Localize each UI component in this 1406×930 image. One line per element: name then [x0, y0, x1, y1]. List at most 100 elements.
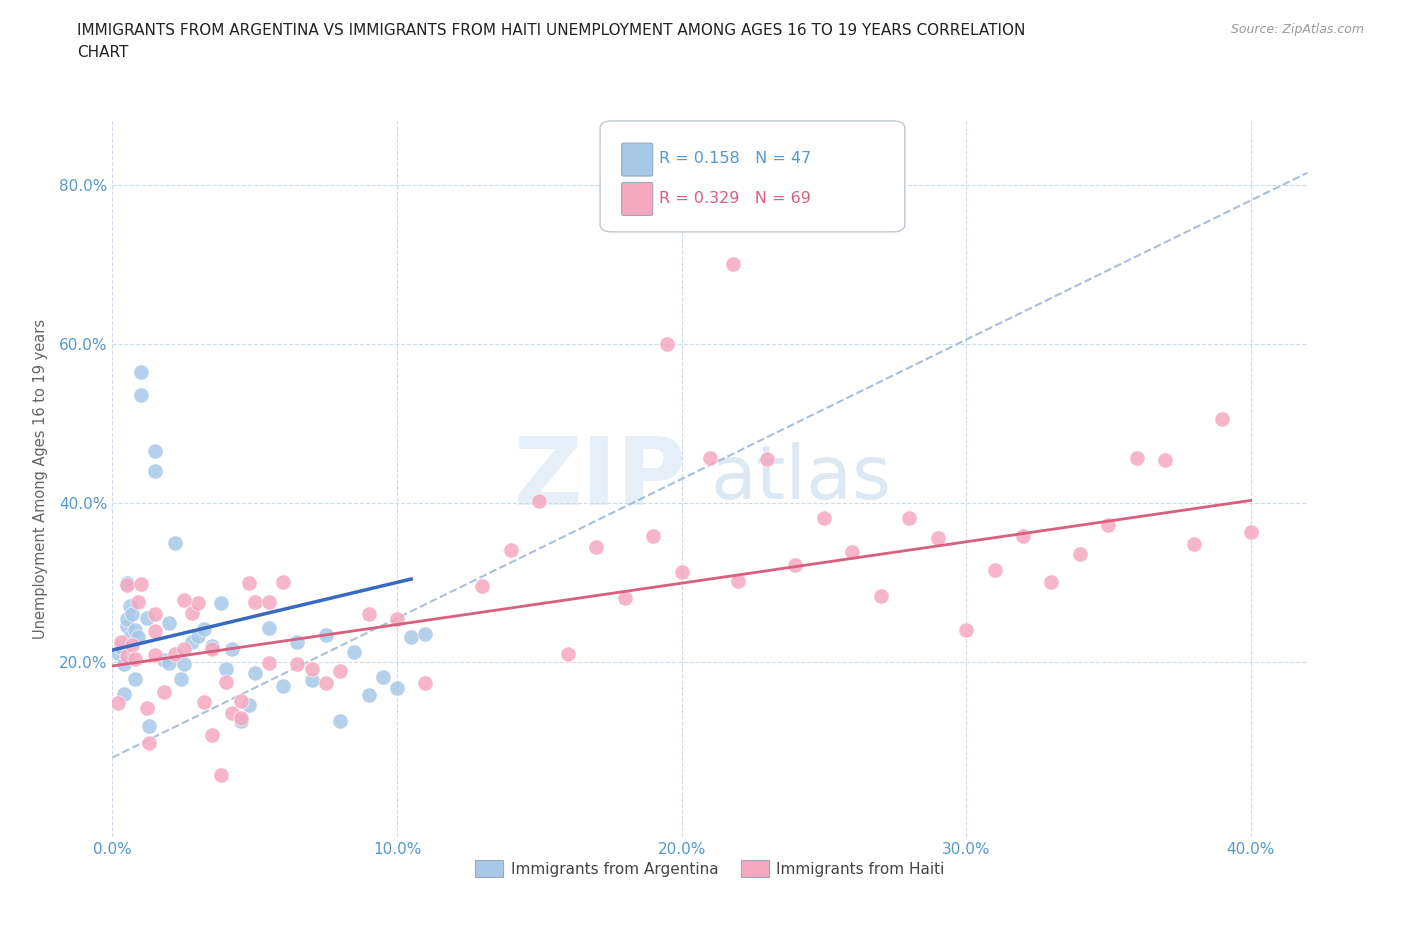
- Point: [181, 606, 204, 621]
- Point: [1211, 411, 1233, 426]
- Point: [124, 622, 146, 637]
- Point: [127, 630, 149, 644]
- Point: [229, 711, 252, 725]
- Point: [152, 653, 174, 668]
- Point: [657, 337, 679, 352]
- Point: [115, 648, 138, 663]
- Point: [118, 630, 141, 644]
- Point: [841, 544, 863, 559]
- Point: [357, 606, 380, 621]
- FancyBboxPatch shape: [621, 182, 652, 216]
- Point: [173, 642, 195, 657]
- Point: [157, 656, 180, 671]
- Text: Source: ZipAtlas.com: Source: ZipAtlas.com: [1230, 23, 1364, 36]
- Point: [898, 511, 921, 525]
- Point: [173, 592, 195, 607]
- Point: [124, 652, 146, 667]
- Point: [129, 388, 152, 403]
- FancyBboxPatch shape: [600, 121, 905, 232]
- Point: [135, 701, 157, 716]
- Text: R = 0.158   N = 47: R = 0.158 N = 47: [658, 152, 811, 166]
- Point: [112, 687, 135, 702]
- Point: [557, 646, 579, 661]
- Point: [813, 511, 835, 525]
- Point: [955, 622, 977, 637]
- Point: [415, 627, 437, 642]
- Point: [138, 718, 160, 733]
- Point: [157, 616, 180, 631]
- Point: [357, 687, 380, 702]
- Point: [209, 768, 232, 783]
- Point: [329, 663, 352, 678]
- Legend: Immigrants from Argentina, Immigrants from Haiti: Immigrants from Argentina, Immigrants fr…: [470, 854, 950, 883]
- Point: [143, 463, 166, 478]
- Point: [229, 694, 252, 709]
- Point: [257, 620, 280, 635]
- Point: [118, 598, 141, 613]
- Point: [165, 646, 187, 661]
- Point: [287, 635, 309, 650]
- Point: [329, 713, 352, 728]
- Point: [143, 444, 166, 458]
- Point: [1240, 525, 1263, 539]
- Point: [173, 657, 195, 671]
- Text: CHART: CHART: [77, 45, 129, 60]
- Point: [643, 528, 665, 543]
- Point: [287, 657, 309, 671]
- Point: [193, 695, 215, 710]
- Point: [671, 565, 693, 579]
- Point: [181, 634, 204, 649]
- Point: [152, 684, 174, 699]
- Point: [201, 639, 224, 654]
- Point: [1069, 546, 1091, 561]
- Point: [238, 576, 260, 591]
- Point: [165, 535, 187, 550]
- Point: [585, 539, 607, 554]
- Point: [1154, 453, 1177, 468]
- Point: [271, 575, 294, 590]
- Point: [415, 675, 437, 690]
- Point: [129, 365, 152, 379]
- Point: [112, 657, 135, 671]
- Point: [1012, 529, 1035, 544]
- Point: [201, 728, 224, 743]
- Point: [315, 628, 337, 643]
- Point: [187, 595, 209, 610]
- Point: [613, 591, 636, 605]
- Point: [301, 661, 323, 676]
- Point: [135, 610, 157, 625]
- Point: [229, 714, 252, 729]
- Text: R = 0.329   N = 69: R = 0.329 N = 69: [658, 191, 810, 206]
- Point: [257, 594, 280, 609]
- Point: [243, 666, 266, 681]
- Point: [371, 670, 394, 684]
- Point: [385, 612, 408, 627]
- Point: [115, 576, 138, 591]
- Point: [215, 675, 238, 690]
- Point: [257, 655, 280, 670]
- Point: [215, 661, 238, 676]
- Point: [271, 679, 294, 694]
- Text: ZIP: ZIP: [513, 433, 686, 525]
- Point: [127, 595, 149, 610]
- Point: [193, 622, 215, 637]
- Point: [401, 630, 423, 644]
- Point: [187, 629, 209, 644]
- Point: [755, 451, 778, 466]
- Point: [110, 635, 132, 650]
- Point: [529, 493, 551, 508]
- Point: [243, 594, 266, 609]
- Point: [721, 257, 744, 272]
- Point: [1040, 575, 1063, 590]
- Point: [499, 542, 522, 557]
- Point: [107, 645, 129, 660]
- Point: [221, 706, 243, 721]
- Point: [143, 623, 166, 638]
- Point: [107, 696, 129, 711]
- Point: [1182, 537, 1205, 551]
- Text: atlas: atlas: [710, 443, 891, 515]
- Point: [301, 672, 323, 687]
- Point: [201, 642, 224, 657]
- Text: IMMIGRANTS FROM ARGENTINA VS IMMIGRANTS FROM HAITI UNEMPLOYMENT AMONG AGES 16 TO: IMMIGRANTS FROM ARGENTINA VS IMMIGRANTS …: [77, 23, 1026, 38]
- Point: [1126, 450, 1149, 465]
